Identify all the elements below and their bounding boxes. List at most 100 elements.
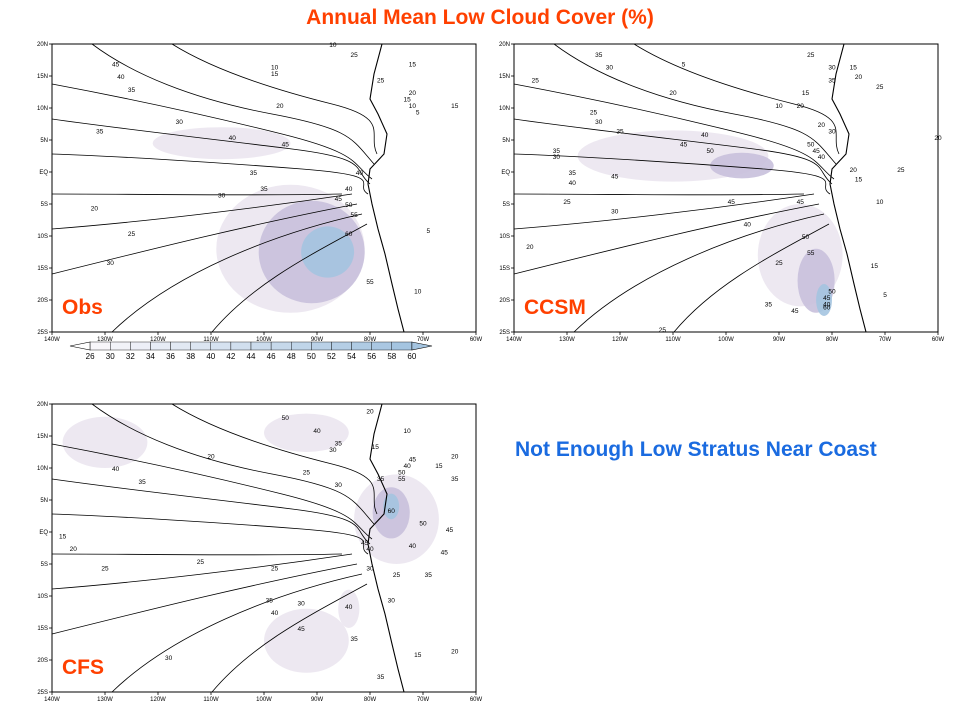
contour-line [573,213,825,333]
contour-value-label: 15 [802,90,810,97]
contour-line [51,443,373,540]
lon-tick-label: 90W [311,697,324,703]
contour-value-label: 25 [271,565,279,572]
contour-value-label: 30 [611,209,619,216]
colorbar-swatch [89,341,111,351]
contour-line [111,573,363,693]
contour-line [513,193,805,196]
lat-tick-label: EQ [501,170,510,176]
contour-value-label: 35 [250,170,258,177]
contour-value-label: 35 [335,441,343,448]
colorbar-tick-label: 46 [267,352,276,361]
lon-tick-label: 100W [256,697,272,703]
contour-value-label: 40 [701,132,709,139]
contour-value-label: 5 [682,61,686,68]
contour-value-label: 30 [335,482,343,489]
contour-value-label: 35 [128,87,136,94]
lon-tick-label: 80W [826,337,839,343]
lon-tick-label: 100W [256,337,272,343]
contour-value-label: 25 [775,260,783,267]
contour-value-label: 35 [377,674,385,681]
colorbar-tick-label: 52 [327,352,336,361]
lat-tick-label: 20N [37,42,48,48]
lat-tick-label: EQ [39,530,48,536]
lat-tick-label: 5N [40,138,48,144]
contour-line [211,583,368,693]
contour-value-label: 45 [361,540,369,547]
contour-value-label: 5 [416,109,420,116]
contour-value-label: 20 [207,453,215,460]
contour-value-label: 45 [446,527,454,534]
contour-value-label: 40 [313,428,321,435]
contour-value-label: 35 [138,479,146,486]
contour-value-label: 45 [728,199,736,206]
contour-line [111,213,363,333]
contour-value-label: 20 [934,135,942,142]
contour-line [553,43,837,165]
contour-value-label: 35 [350,636,358,643]
lat-tick-label: 5S [503,202,510,208]
contour-value-label: 10 [876,199,884,206]
contour-value-label: 45 [812,148,820,155]
contour-value-label: 40 [403,463,411,470]
contour-map-ccsm: 140W 130W 120W 110W 100W 90W 80W 70W 60W 20N 15N 10… [499,42,945,343]
contour-value-label: 10 [329,42,337,49]
lon-tick-label: 60W [470,337,483,343]
colorbar-tick-label: 42 [226,352,235,361]
colorbar-swatch [270,341,292,351]
contour-value-label: 40 [366,546,374,553]
contour-value-label: 35 [451,476,459,483]
contour-value-label: 60 [388,508,396,515]
contour-line [51,153,369,195]
contour-value-label: 35 [828,77,836,84]
contour-value-label: 10 [271,65,279,72]
lon-tick-label: 140W [506,337,522,343]
contour-value-label: 45 [797,199,805,206]
contour-line [51,478,371,545]
contour-value-label: 15 [59,533,67,540]
contour-value-label: 45 [441,549,449,556]
lon-tick-label: 110W [203,697,219,703]
lat-tick-label: 10S [37,234,48,240]
colorbar-tick-label: 50 [307,352,316,361]
contour-value-label: 40 [345,186,353,193]
contour-value-label: 45 [823,295,831,302]
contour-value-label: 20 [797,103,805,110]
contour-value-label: 25 [303,469,311,476]
lon-tick-label: 90W [311,337,324,343]
contour-value-label: 5 [426,228,430,235]
coastline [367,403,405,693]
contour-value-label: 15 [451,103,459,110]
colorbar-tick-label: 58 [387,352,396,361]
colorbar-tick-label: 36 [166,352,175,361]
contour-value-label: 30 [176,119,184,126]
contour-line [673,223,830,333]
contour-value-label: 25 [350,52,358,59]
lon-tick-label: 110W [665,337,681,343]
panel-label: Obs [62,296,103,319]
lon-tick-label: 120W [150,337,166,343]
colorbar-swatch [311,341,332,351]
contour-value-label: 20 [451,453,459,460]
contour-value-label: 50 [828,289,836,296]
coastline [829,43,867,333]
contour-value-label: 15 [409,61,417,68]
lat-tick-label: 5N [40,498,48,504]
contour-value-label: 45 [791,308,799,315]
lat-tick-label: 25S [499,330,510,336]
contour-value-label: 50 [706,148,714,155]
contour-value-label: 30 [297,601,305,608]
contour-line [91,403,375,525]
lat-tick-label: 15N [37,434,48,440]
contour-value-label: 40 [345,604,353,611]
contour-value-label: 30 [366,565,374,572]
colorbar-tick-label: 34 [146,352,155,361]
coastline [367,43,405,333]
contour-value-label: 40 [117,74,125,81]
panel-obs: 140W 130W 120W 110W 100W 90W 80W 70W 60W 20N 15N 10… [37,38,483,351]
contour-value-label: 55 [366,279,374,286]
contour-value-label: 50 [802,234,810,241]
contour-line [91,43,375,165]
contour-value-label: 55 [398,476,406,483]
contour-value-label: 25 [563,199,571,206]
